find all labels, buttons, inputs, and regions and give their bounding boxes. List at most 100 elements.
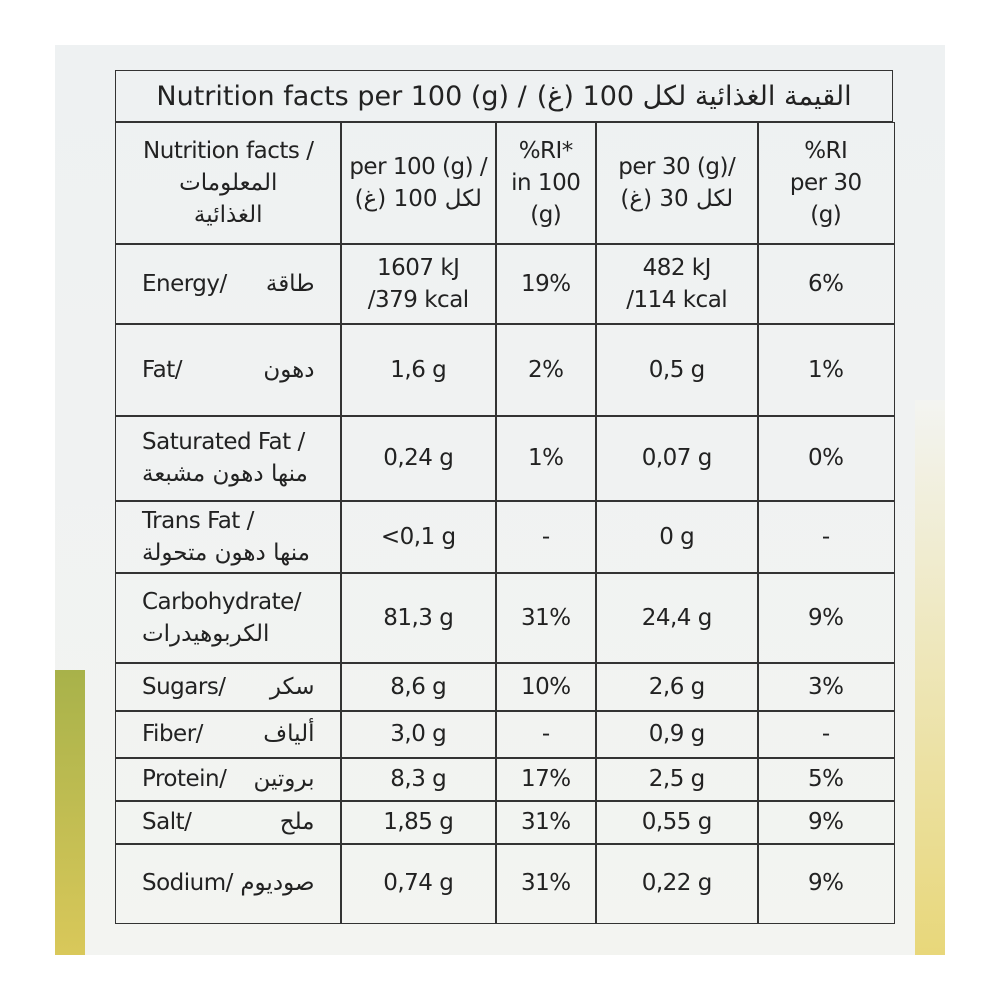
nutrient-en: Sodium/ [142,870,233,897]
cell-line: 9% [808,604,844,631]
value-cell: 2,6 g [595,662,759,712]
cell-line: - [821,721,830,748]
nutrient-label: Energy/طاقة [115,243,342,325]
cell-line: 9% [808,870,844,897]
value-cell: 2,5 g [595,757,759,802]
value-cell: 0,9 g [595,710,759,759]
header-cell: Nutrition facts / المعلومات الغذائية [115,122,342,245]
value-cell: 19% [495,243,597,325]
nutrient-en: Energy/ [142,270,227,297]
nutrient-ar: سكر [269,673,315,700]
cell-line: 1607 kJ [377,254,460,281]
nutrient-ar: الكربوهيدرات [142,620,270,647]
value-cell: 5% [757,757,895,802]
cell-line: 8,3 g [390,766,447,793]
value-cell: 9% [757,800,895,845]
cell-line: لكل 30 (غ) [620,186,734,213]
value-cell: 8,6 g [340,662,497,712]
value-cell: 9% [757,572,895,664]
nutrient-en: Saturated Fat / [142,429,305,456]
cell-line: /114 kcal [626,286,728,313]
cell-line: (g) [810,202,842,229]
value-cell: 8,3 g [340,757,497,802]
cell-line: 0,24 g [383,445,454,472]
nutrient-label: Salt/ملح [115,800,342,845]
cell-line: per 30 (g)/ [618,154,736,181]
value-cell: 1% [495,415,597,502]
nutrient-label: Protein/بروتين [115,757,342,802]
cell-line: لكل 100 (غ) [354,186,483,213]
value-cell: 1607 kJ/379 kcal [340,243,497,325]
cell-line: - [821,523,830,550]
cell-line: 24,4 g [641,604,713,631]
cell-line: المعلومات [179,170,278,197]
value-cell: 0 g [595,500,759,574]
nutrient-ar: منها دهون متحولة [142,539,310,566]
cell-line: 19% [520,270,571,297]
cell-line: 6% [808,270,844,297]
value-cell: 2% [495,323,597,417]
cell-line: 10% [520,673,571,700]
value-cell: - [495,500,597,574]
cell-line: 1,85 g [383,809,454,836]
value-cell: 6% [757,243,895,325]
cell-line: /379 kcal [367,286,469,313]
value-cell: 0,22 g [595,843,759,924]
value-cell: - [757,710,895,759]
nutrient-label: Sugars/سكر [115,662,342,712]
cell-line: 0,07 g [641,445,713,472]
nutrient-en: Protein/ [142,766,227,793]
cell-line: 0,5 g [648,356,706,383]
value-cell: 1,6 g [340,323,497,417]
value-cell: - [757,500,895,574]
nutrient-ar: صوديوم [240,870,315,897]
cell-line: 31% [520,809,571,836]
nutrient-ar: منها دهون مشبعة [142,461,308,488]
cell-line: %RI* [518,137,574,164]
value-cell: 31% [495,572,597,664]
cell-line: 482 kJ [642,254,712,281]
cell-line: <0,1 g [380,523,456,550]
header-cell: %RI per 30 (g) [757,122,895,245]
cell-line: 3% [808,673,844,700]
value-cell: 0,74 g [340,843,497,924]
nutrient-label: Sodium/صوديوم [115,843,342,924]
value-cell: 0% [757,415,895,502]
cell-line: 1% [808,356,844,383]
nutrient-label: Carbohydrate/الكربوهيدرات [115,572,342,664]
cell-line: - [541,721,550,748]
cell-line: 0,22 g [641,870,713,897]
cell-line: 2% [528,356,564,383]
value-cell: 482 kJ/114 kcal [595,243,759,325]
value-cell: 17% [495,757,597,802]
nutrient-label: Trans Fat / منها دهون متحولة [115,500,342,574]
cell-line: 0,55 g [641,809,713,836]
nutrient-en: Fiber/ [142,721,203,748]
cell-line: in 100 [511,170,581,197]
cell-line: 9% [808,809,844,836]
nutrient-ar: ملح [279,809,315,836]
cell-line: Nutrition facts / [143,137,314,164]
value-cell: 3,0 g [340,710,497,759]
nutrient-ar: ألياف [263,721,315,748]
value-cell: 24,4 g [595,572,759,664]
value-cell: - [495,710,597,759]
cell-line: 0,9 g [648,721,706,748]
header-cell: per 30 (g)/ لكل 30 (غ) [595,122,759,245]
value-cell: 0,55 g [595,800,759,845]
cell-line: 2,5 g [648,766,706,793]
cell-line: 5% [808,766,844,793]
packaging-art [915,400,945,955]
header-cell: per 100 (g) / لكل 100 (غ) [340,122,497,245]
cell-line: 3,0 g [390,721,447,748]
cell-line: 17% [520,766,571,793]
value-cell: 0,24 g [340,415,497,502]
nutrient-label: Fiber/ألياف [115,710,342,759]
nutrient-en: Trans Fat / [142,507,254,534]
value-cell: 0,07 g [595,415,759,502]
nutrient-ar: بروتين [253,766,315,793]
header-cell: %RI* in 100 (g) [495,122,597,245]
cell-line: %RI [804,137,848,164]
value-cell: 1% [757,323,895,417]
